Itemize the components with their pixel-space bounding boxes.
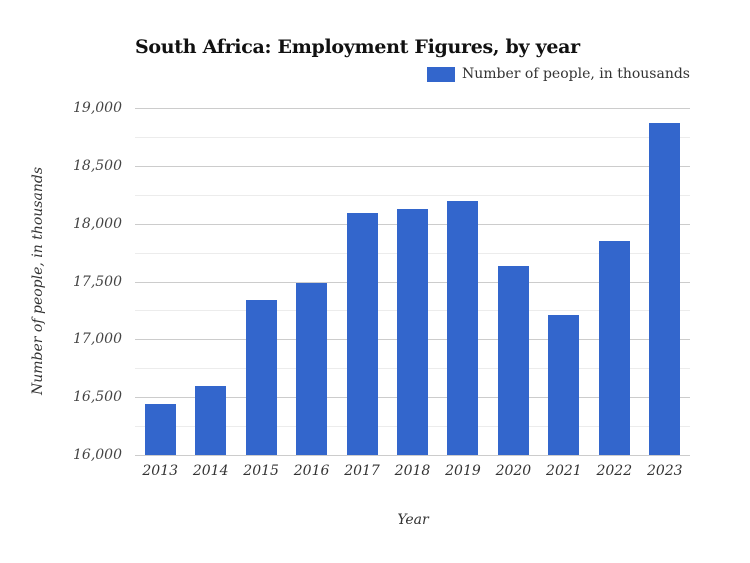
bar-2021[interactable]	[548, 315, 580, 455]
bar-2014[interactable]	[195, 385, 227, 455]
x-tick-label: 2020	[495, 463, 532, 479]
x-axis-label: Year	[397, 512, 429, 528]
plot-area	[135, 108, 690, 456]
bar-2018[interactable]	[397, 208, 428, 455]
y-tick-label: 16,000	[73, 447, 122, 463]
bar-2019[interactable]	[447, 200, 479, 455]
y-tick-label: 18,500	[73, 157, 122, 174]
x-tick-label: 2019	[445, 463, 481, 479]
bar-2022[interactable]	[598, 241, 630, 455]
legend-swatch	[426, 66, 455, 82]
legend-label: Number of people, in thousands	[461, 66, 690, 82]
bar-2017[interactable]	[346, 213, 378, 455]
x-tick-label: 2018	[394, 463, 431, 479]
x-tick-label: 2015	[243, 463, 279, 479]
x-tick-label: 2016	[293, 463, 330, 479]
bar-2023[interactable]	[649, 123, 681, 455]
y-tick-label: 19,000	[73, 100, 122, 116]
y-axis-label: Number of people, in thousands	[30, 166, 46, 396]
x-tick-label: 2014	[192, 463, 229, 479]
gridline-major	[135, 108, 690, 109]
gridline-major	[135, 165, 690, 167]
y-tick-label: 17,000	[73, 331, 122, 348]
x-tick-label: 2023	[646, 463, 683, 479]
y-tick-label: 18,000	[73, 215, 122, 232]
y-tick-label: 17,500	[73, 273, 122, 290]
x-tick-label: 2022	[596, 463, 633, 479]
y-tick-label: 16,500	[73, 389, 122, 406]
bar-2013[interactable]	[144, 404, 176, 455]
bar-2015[interactable]	[245, 300, 277, 455]
x-tick-label: 2013	[142, 463, 179, 479]
x-tick-label: 2017	[344, 463, 380, 479]
gridline-minor	[135, 136, 690, 138]
legend: Number of people, in thousands	[426, 66, 690, 82]
chart-title: South Africa: Employment Figures, by yea…	[135, 36, 580, 58]
bar-2020[interactable]	[497, 266, 529, 455]
gridline-major	[135, 455, 690, 456]
bar-2016[interactable]	[296, 282, 328, 455]
x-tick-label: 2021	[546, 463, 582, 479]
gridline-minor	[135, 194, 690, 196]
